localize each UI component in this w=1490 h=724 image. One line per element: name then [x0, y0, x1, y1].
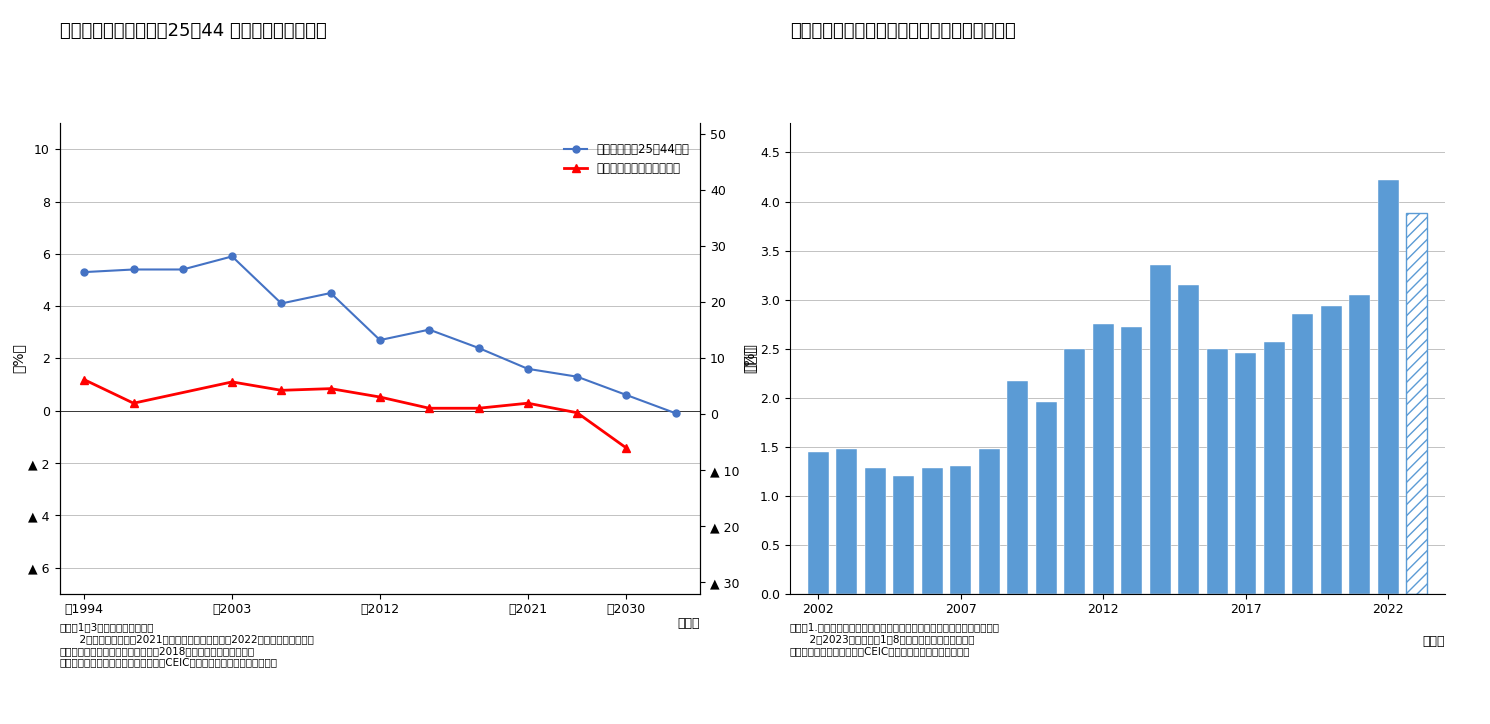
- Bar: [1179, 285, 1199, 594]
- Bar: [1292, 314, 1314, 594]
- Text: 図表４：都市部人口（25〜44 歳）と住宅販売面積: 図表４：都市部人口（25〜44 歳）と住宅販売面積: [60, 22, 326, 40]
- Bar: [979, 449, 1000, 594]
- Bar: [1120, 327, 1143, 594]
- Y-axis label: （%）: （%）: [12, 343, 25, 374]
- Bar: [1092, 324, 1115, 594]
- Text: （年）: （年）: [678, 617, 700, 630]
- Text: （注）1.「在庫面積＝施工面積－竣工面積－予約販売面積」として推計。
      2．2023年の値は、1〜8月の累計伸び率に基づく。
（資料）中国国家統計局、: （注）1.「在庫面積＝施工面積－竣工面積－予約販売面積」として推計。 2．202…: [790, 623, 1000, 656]
- Bar: [1235, 353, 1256, 594]
- Bar: [836, 449, 857, 594]
- Y-axis label: （倍）: （倍）: [744, 346, 757, 371]
- Bar: [1036, 403, 1056, 594]
- Bar: [1320, 306, 1342, 594]
- Bar: [1150, 265, 1171, 594]
- Bar: [1207, 348, 1228, 594]
- Bar: [921, 468, 943, 594]
- Bar: [1007, 381, 1028, 594]
- Y-axis label: （%）: （%）: [742, 343, 757, 374]
- Bar: [893, 476, 915, 594]
- Text: （年）: （年）: [1423, 635, 1445, 648]
- Legend: 都市部人口（25〜44歳）, 住宅販売面積（右目盛り）: 都市部人口（25〜44歳）, 住宅販売面積（右目盛り）: [559, 138, 694, 180]
- Bar: [808, 452, 828, 594]
- Bar: [1064, 348, 1085, 594]
- Bar: [951, 466, 971, 594]
- Text: 図表５：建設中の住宅在庫面積（販売面積比）: 図表５：建設中の住宅在庫面積（販売面積比）: [790, 22, 1016, 40]
- Bar: [1407, 214, 1427, 594]
- Bar: [1348, 295, 1371, 594]
- Bar: [1378, 180, 1399, 594]
- Bar: [1264, 342, 1284, 594]
- Bar: [864, 468, 887, 594]
- Text: （注）1．3年毎の平均伸び率。
      2．国連の推定値（2021年まで）および予測値（2022年以降、低位推計）
に、都市化率に関する国連予測値（2018: （注）1．3年毎の平均伸び率。 2．国連の推定値（2021年まで）および予測値（…: [60, 623, 313, 668]
